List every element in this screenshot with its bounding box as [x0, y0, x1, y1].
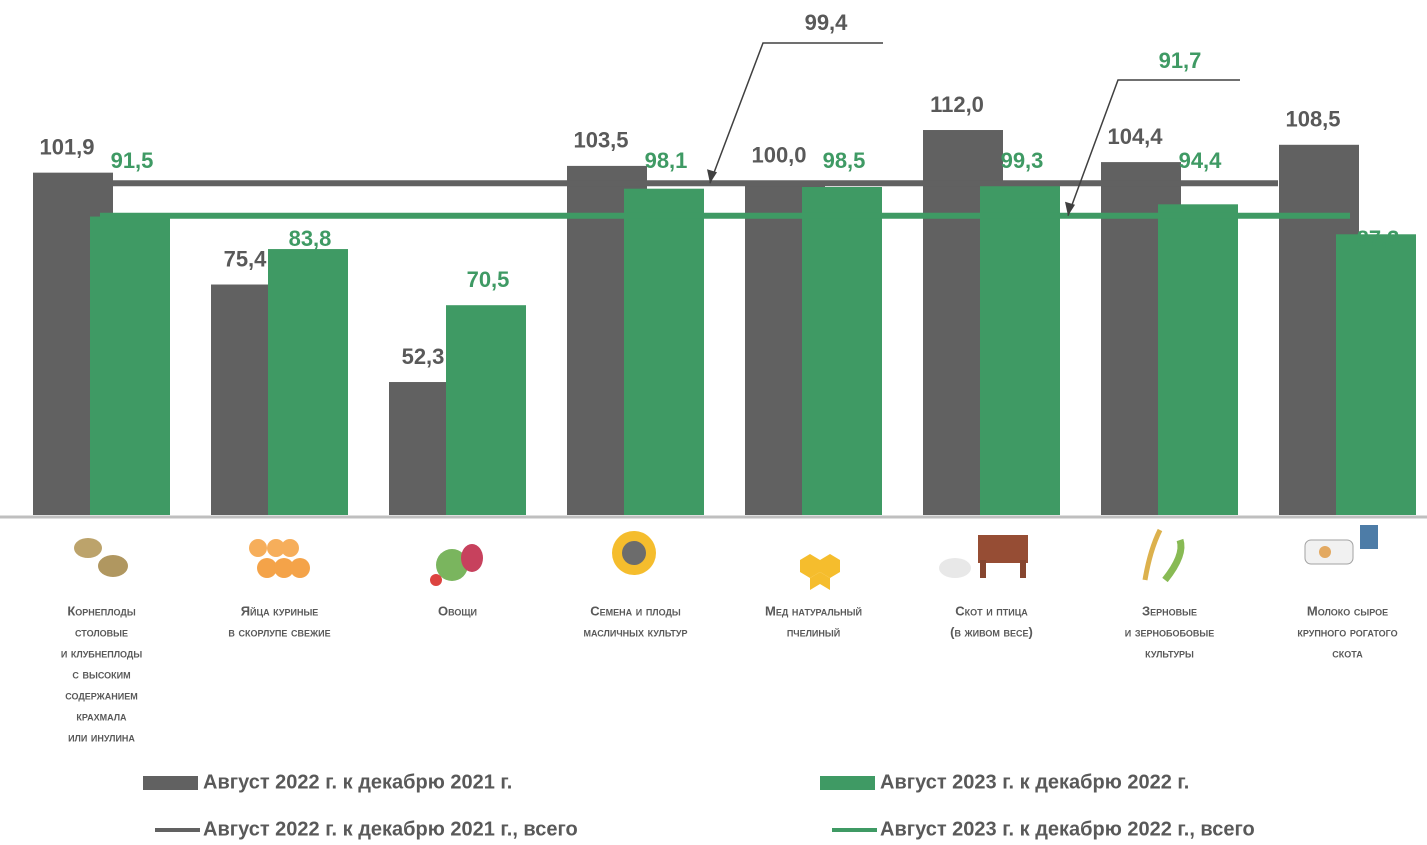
x-tick-label: Корнеплоды	[67, 603, 136, 618]
x-tick-label: в скорлупе свежие	[228, 624, 330, 639]
legend-label: Август 2022 г. к декабрю 2021 г.	[203, 771, 512, 793]
legend-swatch	[143, 776, 198, 790]
reference-label: 91,7	[1159, 48, 1202, 73]
x-tick-label: масличных культур	[583, 624, 687, 639]
leader-line	[709, 42, 883, 184]
legend-swatch	[820, 776, 875, 790]
value-label: 75,4	[224, 246, 268, 271]
x-tick-label: культуры	[1145, 645, 1194, 660]
value-label: 94,4	[1179, 148, 1223, 173]
value-label: 99,3	[1001, 148, 1044, 173]
x-tick-label: крупного рогатого	[1297, 624, 1397, 639]
bar	[624, 188, 704, 515]
x-tick-label: крахмала	[76, 708, 127, 723]
value-label: 112,0	[930, 92, 984, 117]
x-tick-label: и клубнеплоды	[61, 645, 143, 660]
x-tick-label: содержанием	[65, 687, 138, 702]
bar	[90, 216, 170, 515]
legend-label: Август 2023 г. к декабрю 2022 г., всего	[880, 818, 1255, 840]
bar	[446, 305, 526, 515]
x-tick-label: скота	[1332, 645, 1363, 660]
value-label: 83,8	[289, 226, 332, 251]
arrow-head	[1065, 201, 1075, 216]
value-label: 101,9	[39, 134, 94, 159]
bar	[1158, 204, 1238, 516]
value-label: 98,5	[823, 148, 866, 173]
value-label: 91,5	[111, 148, 154, 173]
bar	[802, 187, 882, 516]
x-tick-label: столовые	[75, 624, 128, 639]
x-tick-label: пчелиный	[787, 624, 840, 639]
x-tick-label: Молоко сырое	[1307, 603, 1388, 618]
value-label: 52,3	[402, 344, 445, 369]
legend-label: Август 2023 г. к декабрю 2022 г.	[880, 771, 1189, 793]
x-tick-label: (в живом весе)	[950, 624, 1033, 639]
x-tick-label: Скот и птица	[955, 603, 1028, 618]
x-tick-label: Мед натуральный	[765, 603, 862, 618]
x-tick-label: или инулина	[68, 729, 135, 744]
leader-line	[1067, 79, 1240, 216]
icons	[74, 525, 1378, 590]
x-tick-label: Семена и плоды	[590, 603, 681, 618]
value-label: 108,5	[1285, 107, 1340, 132]
bar	[268, 249, 348, 515]
x-tick-label: и зернобобовые	[1125, 624, 1214, 639]
x-tick-label: Зерновые	[1142, 603, 1197, 618]
arrow-head	[707, 169, 717, 184]
value-label: 87,3	[1357, 226, 1400, 251]
bar	[1336, 234, 1416, 516]
value-label: 70,5	[467, 267, 510, 292]
reference-label: 99,4	[805, 10, 849, 35]
x-tick-label: Овощи	[438, 603, 477, 618]
x-tick-label: Яйца куриные	[241, 603, 319, 618]
value-label: 104,4	[1107, 124, 1163, 149]
legend-label: Август 2022 г. к декабрю 2021 г., всего	[203, 818, 578, 840]
value-label: 103,5	[573, 128, 628, 153]
bar	[980, 183, 1060, 515]
value-label: 98,1	[645, 148, 688, 173]
x-tick-label: с высоким	[72, 666, 130, 681]
value-label: 100,0	[751, 142, 806, 167]
